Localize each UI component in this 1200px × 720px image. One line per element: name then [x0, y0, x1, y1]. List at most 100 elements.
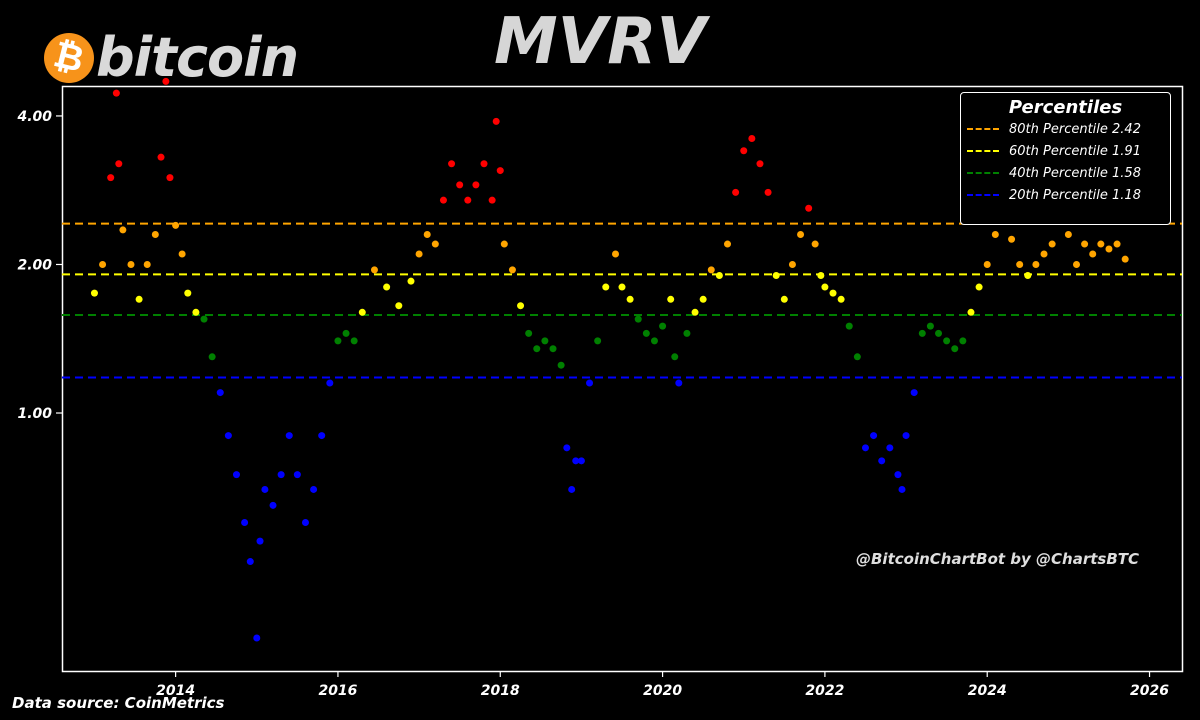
data-point — [853, 353, 861, 361]
data-point — [358, 308, 366, 316]
data-point — [456, 181, 464, 189]
x-tick-label: 2020 — [643, 683, 682, 699]
data-point — [350, 337, 358, 345]
data-point — [533, 345, 541, 353]
data-point — [983, 260, 991, 268]
data-point — [748, 135, 756, 143]
data-point — [423, 231, 431, 239]
data-point — [395, 302, 403, 310]
data-point — [517, 302, 525, 310]
data-point — [691, 308, 699, 316]
data-point — [277, 471, 285, 479]
data-point — [232, 471, 240, 479]
data-point — [594, 337, 602, 345]
data-point — [293, 471, 301, 479]
data-point — [675, 379, 683, 387]
legend-swatch — [967, 172, 999, 174]
data-point — [967, 308, 975, 316]
data-point — [935, 329, 943, 337]
data-point — [586, 379, 594, 387]
data-point — [845, 322, 853, 330]
data-point — [448, 160, 456, 168]
data-point — [817, 271, 825, 279]
legend-swatch — [967, 128, 999, 130]
x-tick-label: 2026 — [1130, 683, 1169, 699]
data-point — [894, 471, 902, 479]
data-point — [910, 389, 918, 397]
data-point — [659, 322, 667, 330]
data-point — [1121, 255, 1129, 263]
data-point — [431, 240, 439, 248]
data-point — [780, 295, 788, 303]
chart-title: MVRV — [493, 5, 707, 79]
data-point — [671, 353, 679, 361]
legend-swatch — [967, 150, 999, 152]
data-point — [500, 240, 508, 248]
data-point — [492, 117, 500, 125]
data-point — [918, 329, 926, 337]
data-point — [1008, 235, 1016, 243]
data-point — [821, 283, 829, 291]
data-point — [1048, 240, 1056, 248]
data-point — [415, 250, 423, 258]
data-point — [184, 289, 192, 297]
data-point — [926, 322, 934, 330]
data-point — [143, 260, 151, 268]
data-point — [886, 444, 894, 452]
data-point — [1105, 245, 1113, 253]
watermark: @BitcoinChartBot by @ChartsBTC — [856, 550, 1139, 568]
legend-label: 60th Percentile 1.91 — [1009, 143, 1141, 159]
data-point — [829, 289, 837, 297]
data-point — [618, 283, 626, 291]
data-point — [119, 226, 127, 234]
legend-item-80: 80th Percentile 2.42 — [967, 118, 1170, 140]
data-point — [508, 266, 516, 274]
data-point — [602, 283, 610, 291]
data-point — [1032, 260, 1040, 268]
data-point — [208, 353, 216, 361]
data-point — [370, 266, 378, 274]
mvrv-points — [90, 77, 1129, 642]
y-tick-label: 2.00 — [17, 257, 52, 273]
data-point — [612, 250, 620, 258]
legend-swatch — [967, 194, 999, 196]
data-point — [1089, 250, 1097, 258]
data-point — [1097, 240, 1105, 248]
data-point — [541, 337, 549, 345]
data-point — [334, 337, 342, 345]
data-point — [127, 260, 135, 268]
data-point — [90, 289, 98, 297]
data-point — [1072, 260, 1080, 268]
data-point — [1016, 260, 1024, 268]
logo-text: bitcoin — [96, 26, 299, 89]
data-point — [166, 174, 174, 182]
data-point — [480, 160, 488, 168]
data-point — [740, 147, 748, 155]
data-point — [261, 485, 269, 493]
y-tick-label: 4.00 — [16, 109, 52, 125]
data-point — [157, 153, 165, 161]
data-point — [172, 221, 180, 229]
data-point — [464, 196, 472, 204]
data-point — [959, 337, 967, 345]
x-tick-label: 2014 — [156, 683, 195, 699]
data-point — [241, 518, 249, 526]
legend-title: Percentiles — [1008, 97, 1123, 118]
data-point — [788, 260, 796, 268]
legend-label: 20th Percentile 1.18 — [1009, 187, 1141, 203]
data-point — [216, 389, 224, 397]
data-point — [1064, 231, 1072, 239]
data-point — [805, 204, 813, 212]
data-point — [162, 77, 170, 85]
data-point — [568, 485, 576, 493]
y-axis: 1.00 2.00 4.00 — [16, 109, 62, 422]
data-point — [797, 231, 805, 239]
data-point — [269, 501, 277, 509]
data-point — [811, 240, 819, 248]
data-point — [318, 432, 326, 440]
data-point — [699, 295, 707, 303]
data-point — [488, 196, 496, 204]
data-point — [837, 295, 845, 303]
x-tick-label: 2024 — [968, 683, 1007, 699]
data-point — [683, 329, 691, 337]
